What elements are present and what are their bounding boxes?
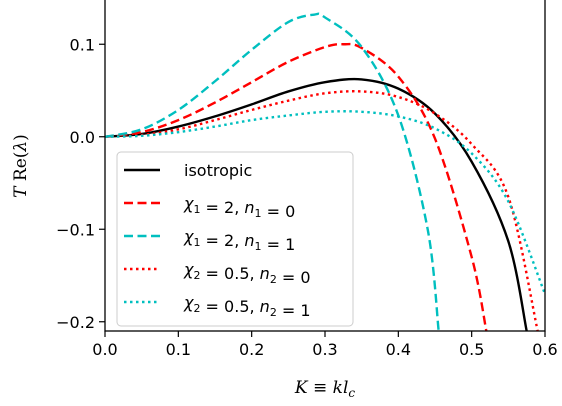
series-line-3	[105, 12, 440, 331]
series-line-4	[105, 90, 539, 331]
series-line-2	[105, 42, 488, 331]
legend-label-5: χ2 = 0.5, n2 = 1	[183, 293, 311, 320]
x-tick-label: 0.0	[92, 340, 117, 359]
series-line-5	[105, 110, 545, 295]
y-tick-label: 0.1	[70, 35, 95, 54]
legend-label-2: χ1 = 2, n1 = 0	[183, 194, 295, 221]
x-tick-label: 0.4	[386, 340, 411, 359]
y-axis-label: T Re(λ)	[11, 134, 31, 198]
y-tick-label: 0.0	[70, 128, 95, 147]
series-line-1	[105, 77, 528, 331]
x-tick-label: 0.3	[312, 340, 337, 359]
axis-ticks	[99, 43, 546, 337]
y-tick-label: −0.1	[56, 220, 95, 239]
series-layer	[105, 12, 545, 331]
tick-labels: 0.0 0.1 0.2 0.3 0.4 0.5 0.6 −0.2 −0.1 0.0 0.1	[56, 35, 558, 359]
x-tick-label: 0.6	[532, 340, 557, 359]
x-tick-label: 0.1	[166, 340, 191, 359]
legend-label-3: χ1 = 2, n1 = 1	[183, 227, 295, 254]
legend-label-4: χ2 = 0.5, n2 = 0	[183, 260, 311, 287]
legend-box	[116, 151, 354, 327]
x-tick-label: 0.2	[239, 340, 264, 359]
y-tick-label: −0.2	[56, 313, 95, 332]
x-axis-label: K ≡ klc	[294, 378, 356, 400]
plot-frame	[104, 0, 546, 332]
x-tick-label: 0.5	[459, 340, 484, 359]
legend-label-1: isotropic	[184, 161, 252, 180]
legend: isotropic χ1 = 2, n1 = 0 χ1 = 2, n1 = 1 χ2 …	[116, 151, 354, 327]
